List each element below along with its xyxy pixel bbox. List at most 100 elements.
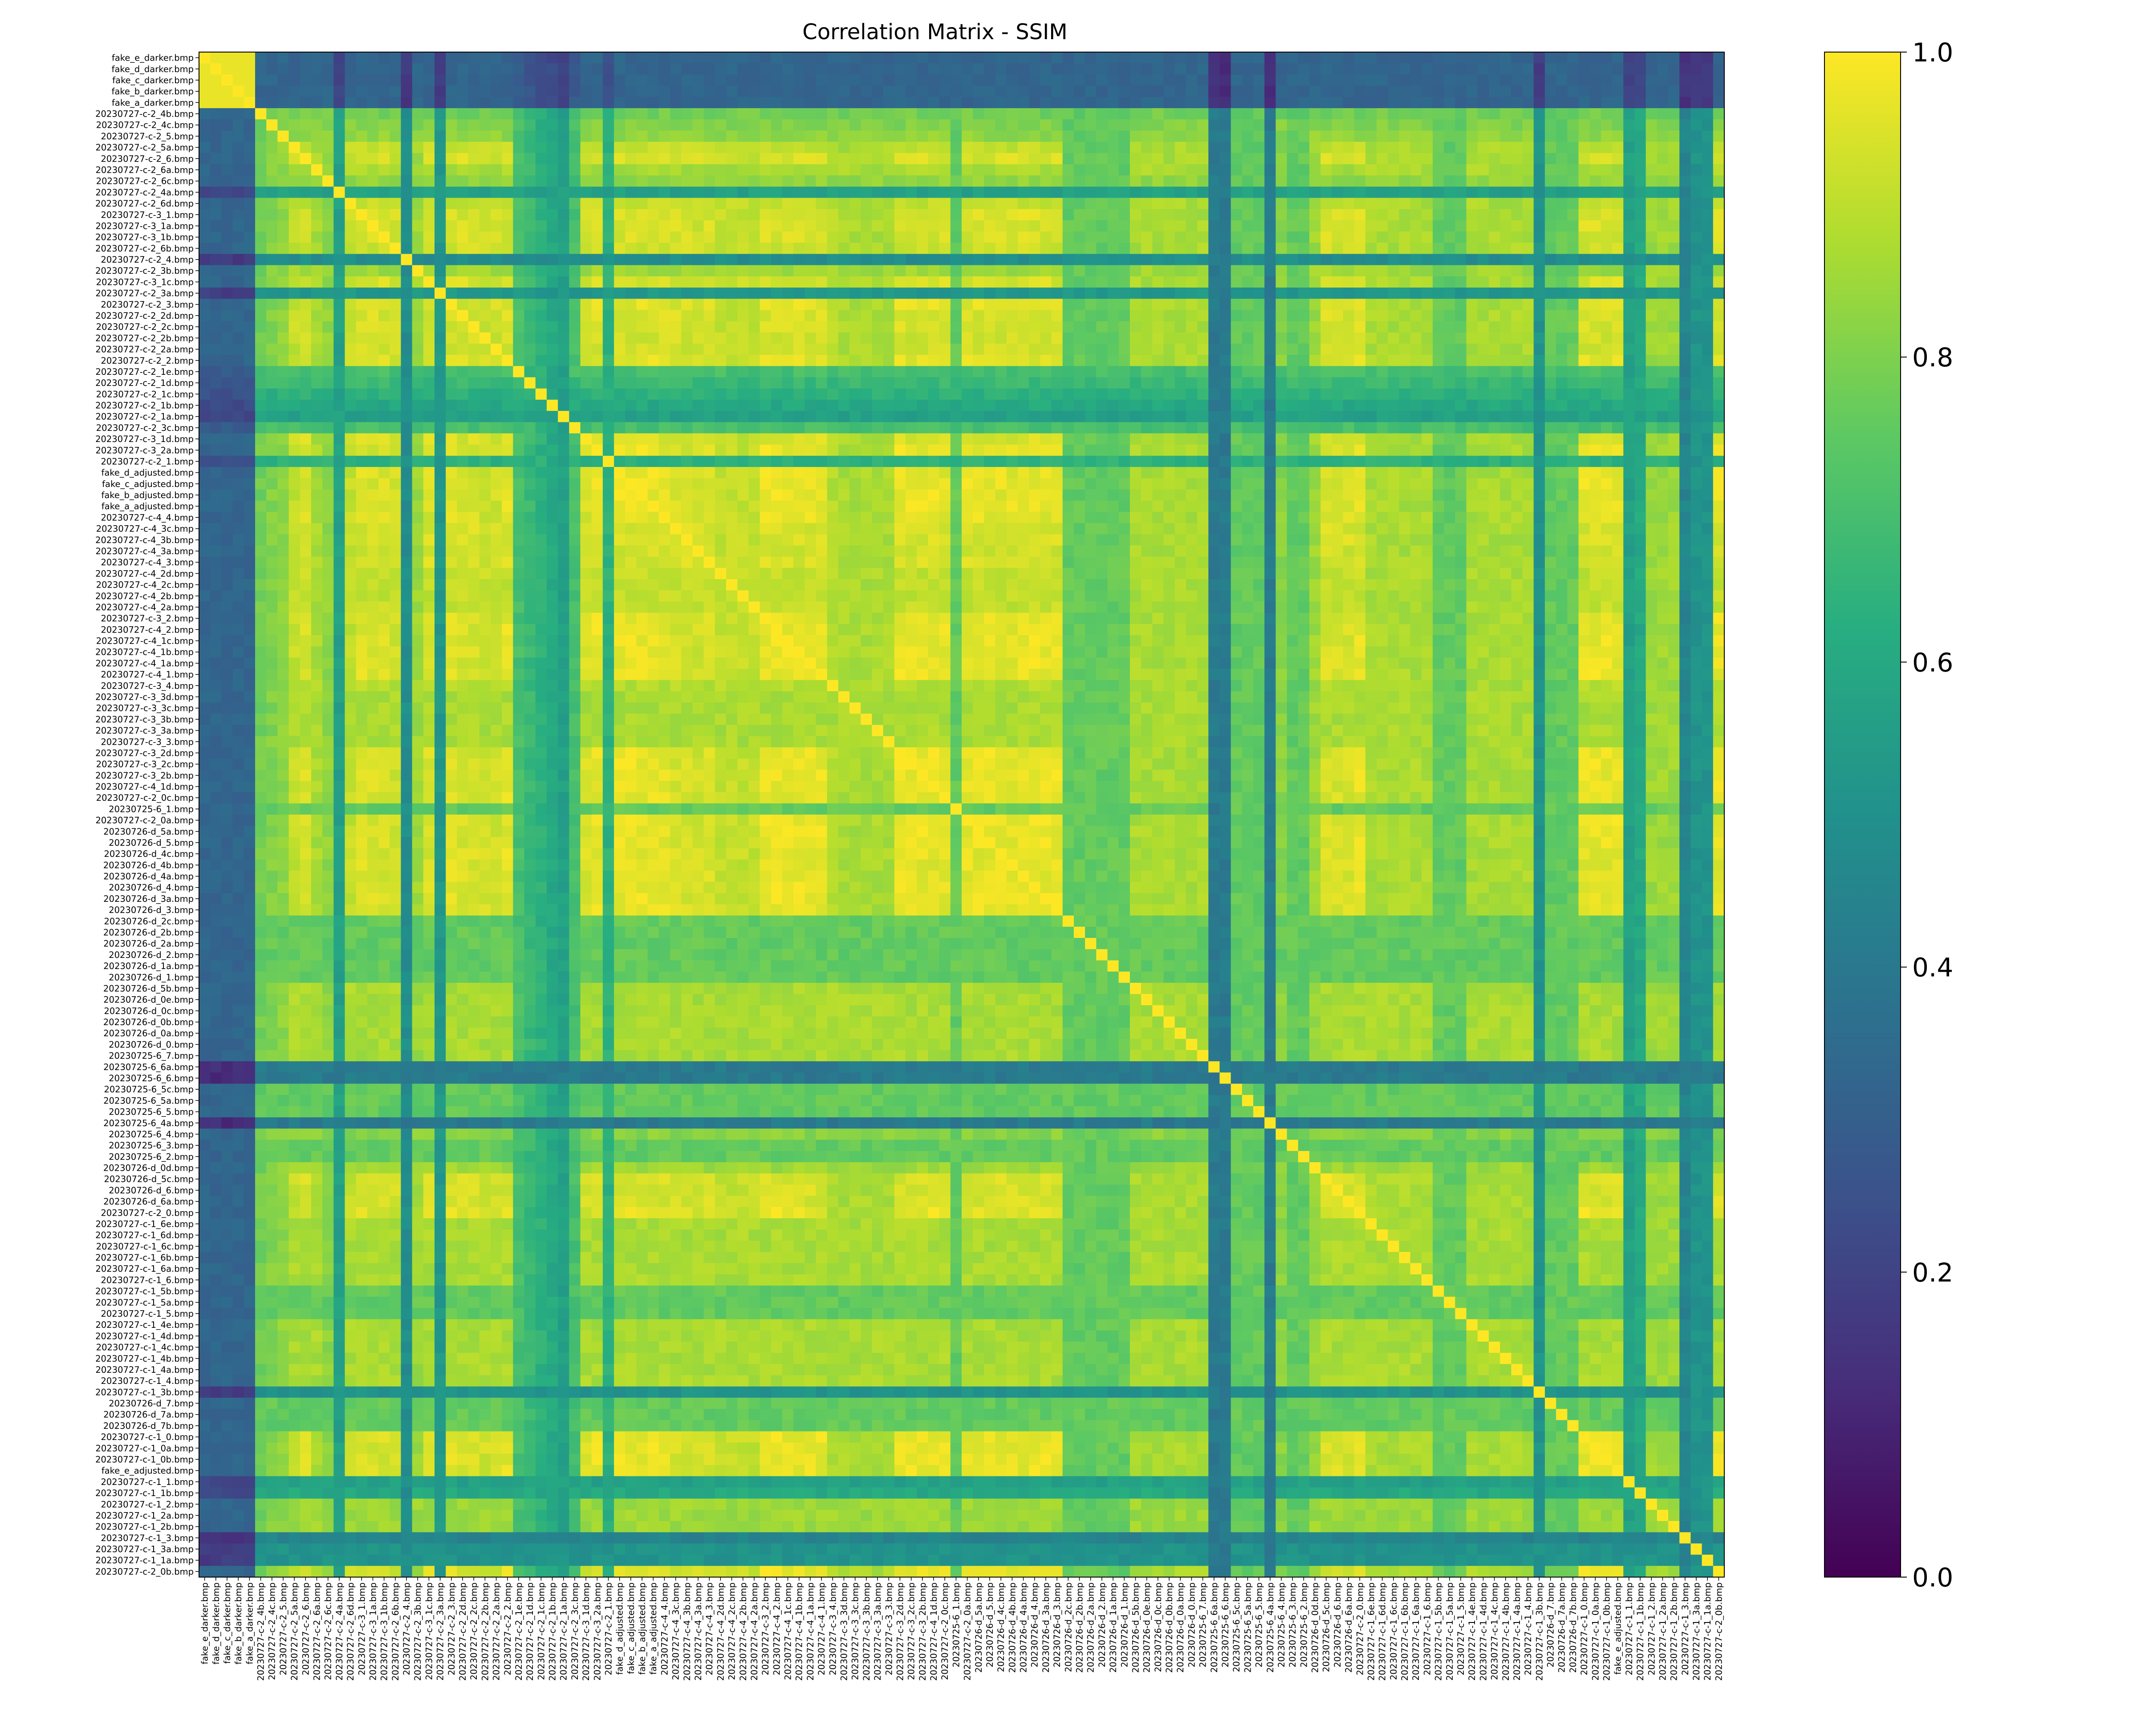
heatmap-cell bbox=[390, 333, 401, 344]
heatmap-cell bbox=[1500, 265, 1511, 277]
heatmap-cell bbox=[715, 187, 727, 198]
heatmap-cell bbox=[210, 265, 222, 277]
heatmap-cell bbox=[1141, 434, 1153, 445]
heatmap-cell bbox=[592, 63, 603, 75]
heatmap-cell bbox=[861, 299, 872, 310]
heatmap-cell bbox=[558, 198, 569, 209]
heatmap-cell bbox=[648, 130, 659, 142]
heatmap-cell bbox=[715, 86, 727, 97]
heatmap-cell bbox=[1444, 276, 1455, 288]
heatmap-cell bbox=[782, 321, 794, 333]
heatmap-cell bbox=[1511, 355, 1523, 366]
heatmap-cell bbox=[1085, 164, 1097, 176]
heatmap-cell bbox=[659, 355, 670, 366]
heatmap-cell bbox=[221, 333, 233, 344]
heatmap-cell bbox=[838, 377, 850, 389]
heatmap-cell bbox=[1320, 366, 1332, 377]
heatmap-cell bbox=[1601, 254, 1613, 265]
heatmap-cell bbox=[1096, 310, 1108, 321]
heatmap-cell bbox=[1579, 97, 1590, 109]
heatmap-cell bbox=[1343, 74, 1355, 86]
heatmap-cell bbox=[322, 243, 334, 254]
heatmap-cell bbox=[1163, 187, 1175, 198]
heatmap-cell bbox=[1410, 445, 1422, 456]
heatmap-cell bbox=[1242, 377, 1254, 389]
heatmap-cell bbox=[715, 130, 727, 142]
heatmap-cell bbox=[760, 265, 772, 277]
heatmap-cell bbox=[636, 411, 648, 422]
heatmap-cell bbox=[1119, 108, 1130, 120]
heatmap-cell bbox=[906, 321, 917, 333]
heatmap-cell bbox=[558, 445, 569, 456]
heatmap-cell bbox=[951, 97, 962, 109]
heatmap-cell bbox=[1085, 389, 1097, 400]
heatmap-cell bbox=[1422, 445, 1433, 456]
heatmap-cell bbox=[468, 377, 480, 389]
heatmap-cell bbox=[1242, 220, 1254, 232]
heatmap-cell bbox=[1690, 299, 1702, 310]
heatmap-cell bbox=[1276, 254, 1287, 265]
heatmap-cell bbox=[255, 220, 267, 232]
heatmap-cell bbox=[782, 355, 794, 366]
heatmap-cell bbox=[1152, 130, 1164, 142]
heatmap-cell bbox=[1040, 220, 1052, 232]
heatmap-cell bbox=[1444, 108, 1455, 120]
heatmap-cell bbox=[289, 63, 301, 75]
heatmap-cell bbox=[1309, 63, 1321, 75]
heatmap-cell bbox=[1119, 153, 1130, 165]
heatmap-cell bbox=[1556, 153, 1568, 165]
heatmap-cell bbox=[513, 389, 524, 400]
heatmap-cell bbox=[345, 288, 356, 299]
heatmap-cell bbox=[816, 243, 828, 254]
heatmap-cell bbox=[199, 153, 211, 165]
heatmap-cell bbox=[692, 231, 704, 243]
heatmap-cell bbox=[1130, 333, 1142, 344]
heatmap-cell bbox=[1388, 288, 1399, 299]
heatmap-cell bbox=[692, 198, 704, 209]
heatmap-cell bbox=[1130, 130, 1142, 142]
heatmap-cell bbox=[558, 254, 569, 265]
heatmap-cell bbox=[277, 187, 289, 198]
heatmap-cell bbox=[1175, 389, 1186, 400]
heatmap-cell bbox=[1702, 243, 1714, 254]
heatmap-cell bbox=[1231, 288, 1243, 299]
heatmap-cell bbox=[289, 366, 301, 377]
heatmap-cell bbox=[1052, 389, 1063, 400]
heatmap-cell bbox=[1343, 434, 1355, 445]
heatmap-cell bbox=[1377, 389, 1388, 400]
heatmap-cell bbox=[311, 153, 323, 165]
heatmap-cell bbox=[367, 276, 379, 288]
heatmap-cell bbox=[692, 175, 704, 187]
heatmap-cell bbox=[1556, 220, 1568, 232]
heatmap-cell bbox=[793, 119, 805, 131]
heatmap-cell bbox=[1029, 243, 1040, 254]
heatmap-cell bbox=[311, 187, 323, 198]
heatmap-cell bbox=[704, 243, 715, 254]
heatmap-cell bbox=[423, 198, 435, 209]
heatmap-cell bbox=[367, 153, 379, 165]
heatmap-cell bbox=[849, 422, 861, 434]
heatmap-cell bbox=[558, 333, 569, 344]
heatmap-cell bbox=[367, 142, 379, 154]
heatmap-cell bbox=[692, 153, 704, 165]
heatmap-cell bbox=[737, 434, 749, 445]
heatmap-cell bbox=[1455, 276, 1467, 288]
heatmap-cell bbox=[917, 344, 928, 355]
heatmap-cell bbox=[479, 142, 491, 154]
heatmap-cell bbox=[951, 434, 962, 445]
heatmap-cell bbox=[1377, 164, 1388, 176]
heatmap-cell bbox=[233, 456, 244, 467]
heatmap-cell bbox=[266, 276, 278, 288]
heatmap-cell bbox=[1433, 86, 1444, 97]
heatmap-cell bbox=[849, 265, 861, 277]
heatmap-cell bbox=[1231, 377, 1243, 389]
heatmap-cell bbox=[670, 209, 682, 221]
heatmap-cell bbox=[928, 377, 939, 389]
heatmap-cell bbox=[1332, 422, 1343, 434]
heatmap-cell bbox=[446, 299, 457, 310]
heatmap-cell bbox=[1309, 355, 1321, 366]
heatmap-cell bbox=[1343, 142, 1355, 154]
heatmap-cell bbox=[1646, 422, 1658, 434]
heatmap-cell bbox=[1679, 97, 1691, 109]
heatmap-cell bbox=[883, 52, 895, 64]
